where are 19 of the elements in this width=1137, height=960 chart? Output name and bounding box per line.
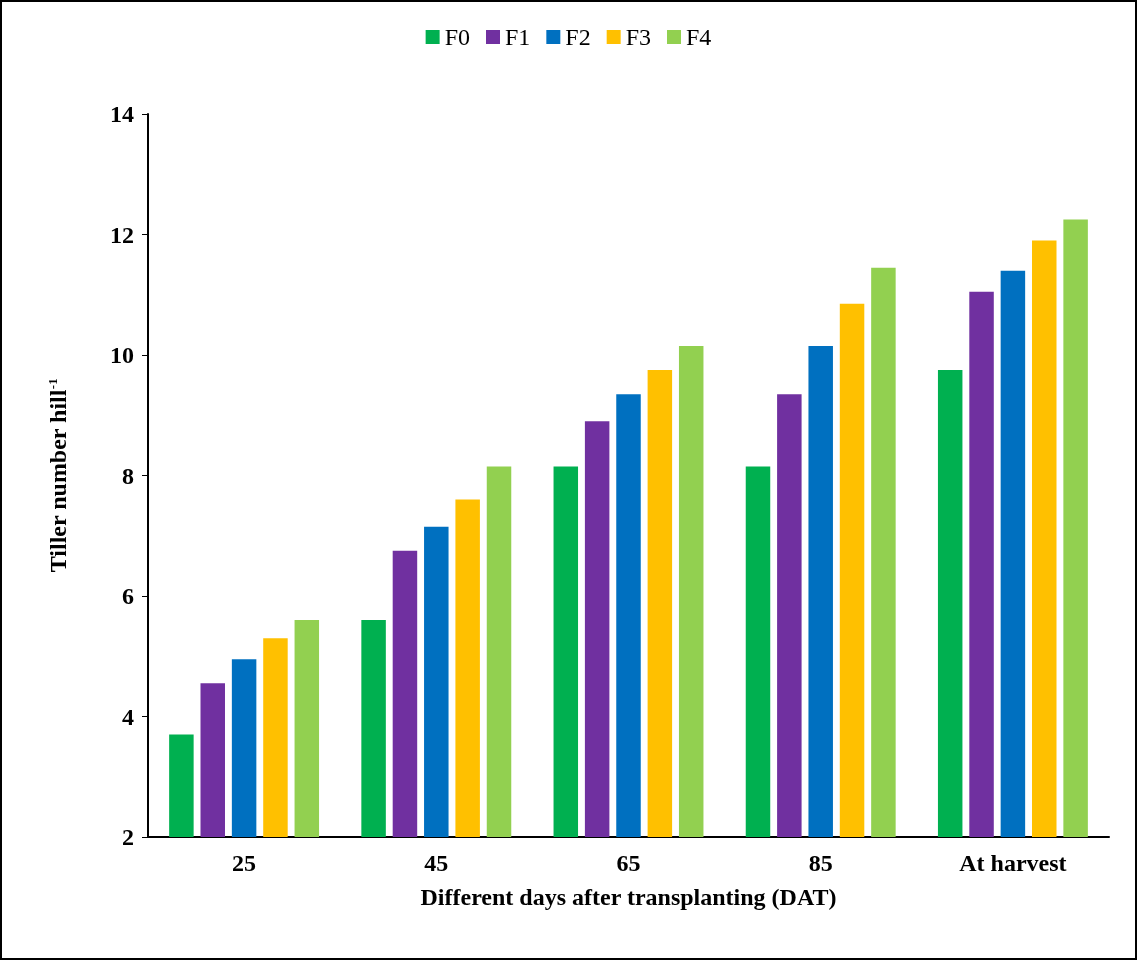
y-tick-label: 14 — [110, 101, 134, 127]
y-tick-label: 6 — [122, 583, 134, 609]
x-tick-label: At harvest — [959, 850, 1067, 876]
x-axis-title: Different days after transplanting (DAT) — [420, 884, 837, 910]
y-tick-label: 4 — [122, 703, 134, 730]
legend-label: F4 — [686, 24, 712, 50]
legend-label: F0 — [444, 24, 470, 50]
x-tick-label: 45 — [424, 850, 449, 876]
legend-label: F2 — [565, 24, 591, 50]
legend-label: F1 — [504, 24, 531, 50]
y-tick-label: 2 — [122, 824, 134, 850]
y-tick-label: 12 — [110, 221, 134, 248]
x-tick-label: 25 — [232, 850, 257, 876]
x-tick-label: 85 — [808, 850, 833, 876]
y-axis-title: Tiller number hill-1 — [45, 378, 71, 573]
x-tick-label: 65 — [616, 850, 641, 876]
y-tick-label: 8 — [122, 462, 134, 489]
y-tick-label: 10 — [110, 342, 134, 368]
legend-label: F3 — [625, 24, 652, 50]
